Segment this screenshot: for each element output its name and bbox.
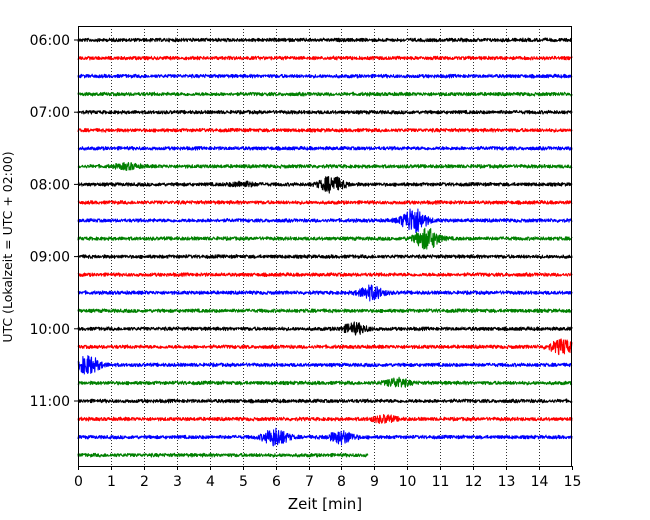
- x-axis-label: Zeit [min]: [288, 495, 362, 513]
- x-tick-label: 15: [564, 474, 582, 490]
- x-tick-label: 8: [337, 474, 346, 490]
- x-tick-label: 6: [272, 474, 281, 490]
- y-tick-label: 07:00: [30, 105, 70, 121]
- trace-1015: [77, 338, 573, 356]
- x-tick-label: 2: [140, 474, 149, 490]
- trace-1115: [77, 414, 573, 425]
- x-tick-label: 9: [370, 474, 379, 490]
- y-axis-ticks: 06:00 07:00 08:00 09:00 10:00 11:00: [30, 33, 78, 410]
- trace-0815: [77, 200, 573, 205]
- y-tick-label: 06:00: [30, 33, 70, 49]
- trace-0730: [77, 145, 573, 151]
- x-axis-ticks: 0 1 2 3 4 5 6 7 8 9 10 11 12 13 14 15: [74, 466, 581, 490]
- trace-0600: [77, 37, 573, 43]
- trace-0800: [77, 175, 573, 194]
- trace-1045: [77, 376, 573, 388]
- trace-0900: [77, 254, 573, 260]
- plot-frame: [78, 26, 572, 467]
- trace-0615: [77, 55, 573, 61]
- trace-0745: [77, 161, 573, 171]
- trace-1100: [77, 398, 573, 404]
- y-tick-label: 11:00: [30, 394, 70, 410]
- y-tick-label: 08:00: [30, 177, 70, 193]
- trace-0845: [77, 227, 573, 250]
- trace-0715: [77, 127, 573, 133]
- y-tick-label: 10:00: [30, 322, 70, 338]
- y-axis-label: UTC (Lokalzeit = UTC + 02:00): [0, 151, 15, 342]
- seismic-traces: [77, 37, 573, 458]
- x-tick-label: 10: [399, 474, 417, 490]
- trace-0700: [77, 109, 573, 115]
- trace-0830: [77, 208, 573, 234]
- trace-0945: [77, 308, 573, 314]
- x-tick-label: 1: [107, 474, 116, 490]
- trace-1030: [77, 355, 573, 375]
- x-tick-label: 4: [206, 474, 215, 490]
- trace-1000: [77, 321, 573, 336]
- x-tick-label: 11: [432, 474, 450, 490]
- trace-1130: [77, 427, 573, 447]
- trace-0930: [77, 284, 573, 302]
- x-tick-label: 12: [465, 474, 483, 490]
- trace-0915: [77, 272, 573, 278]
- trace-0630: [77, 73, 573, 79]
- trace-0645: [77, 91, 573, 97]
- x-tick-label: 5: [239, 474, 248, 490]
- x-tick-label: 3: [173, 474, 182, 490]
- x-tick-label: 14: [531, 474, 549, 490]
- x-tick-label: 13: [498, 474, 516, 490]
- trace-1145: [77, 452, 369, 458]
- y-tick-label: 09:00: [30, 250, 70, 266]
- x-tick-label: 0: [74, 474, 83, 490]
- grid-lines: [111, 26, 540, 466]
- x-tick-label: 7: [305, 474, 314, 490]
